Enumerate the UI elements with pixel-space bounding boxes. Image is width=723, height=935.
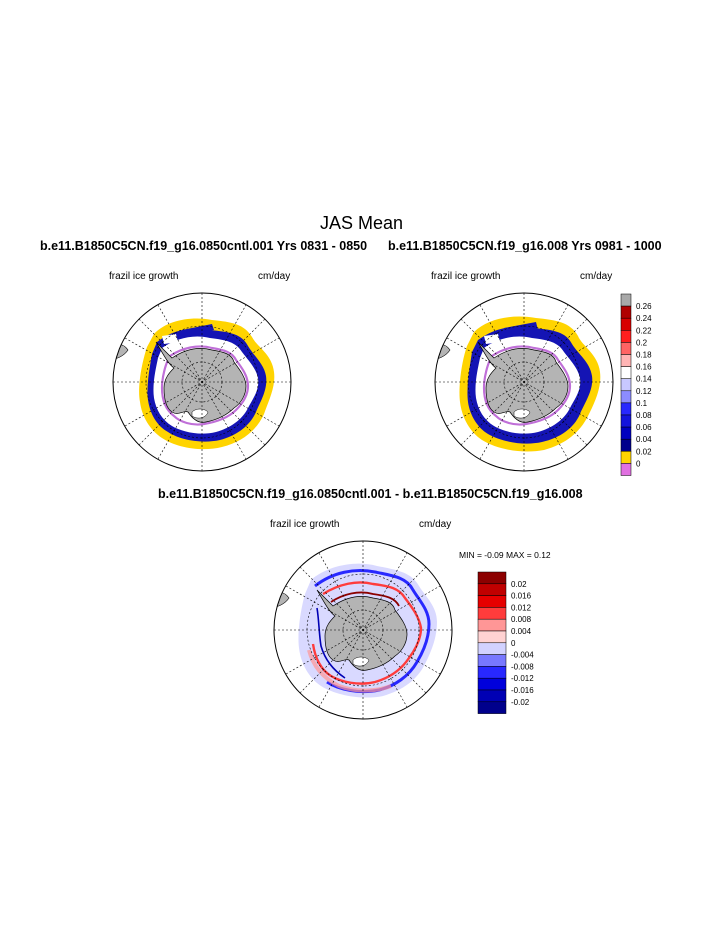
colorbar-diff-tick-label: 0.008	[511, 615, 532, 624]
colorbar-abs-tick-label: 0.22	[636, 326, 652, 335]
colorbar-diff-tick-label: -0.012	[511, 674, 534, 683]
page-title: JAS Mean	[319, 213, 404, 233]
colorbar-diff-swatch	[477, 677, 507, 691]
panel-3-minmax-stats: MIN = -0.09 MAX = 0.12	[459, 550, 551, 560]
colorbar-diff-tick-label: -0.016	[511, 686, 534, 695]
colorbar-abs-swatch	[620, 366, 632, 379]
colorbar-diff-swatch	[477, 571, 507, 585]
colorbar-diff-tick-label: -0.02	[511, 698, 530, 707]
colorbar-abs-tick-label: 0.16	[636, 363, 652, 372]
colorbar-abs: 0.26 0.24 0.22 0.2 0.18 0.16 0.14 0.12 0.1 0.08 0.…	[620, 293, 652, 476]
colorbar-diff: 0.02 0.016 0.012 0.008 0.004 0 -0.004 -0.008 -0.…	[477, 571, 534, 714]
colorbar-abs-swatch	[620, 451, 632, 464]
colorbar-abs-tick-label: 0.24	[636, 314, 652, 323]
colorbar-diff-tick-label: 0.004	[511, 627, 532, 636]
colorbar-diff-tick-label: -0.008	[511, 662, 534, 671]
map-1-graticule	[113, 293, 291, 471]
colorbar-abs-tick-label: 0.2	[636, 338, 648, 347]
colorbar-diff-tick-label: -0.004	[511, 651, 534, 660]
panel-3-field-label: frazil ice growth	[270, 519, 340, 530]
colorbar-abs-swatch	[620, 330, 632, 343]
colorbar-diff-swatch	[477, 618, 507, 632]
colorbar-abs-tick-label: 0.14	[636, 375, 652, 384]
colorbar-diff-swatch	[477, 595, 507, 608]
map-panel-2	[434, 292, 614, 472]
colorbar-abs-tick-label: 0	[636, 459, 641, 468]
colorbar-abs-swatch	[620, 402, 632, 416]
panel-2-title: b.e11.B1850C5CN.f19_g16.008 Yrs 0981 - 1…	[388, 239, 662, 253]
colorbar-diff-tick-label: 0	[511, 639, 516, 648]
panel-1-title: b.e11.B1850C5CN.f19_g16.0850cntl.001 Yrs…	[40, 239, 368, 253]
panel-3-units-label: cm/day	[419, 519, 452, 530]
colorbar-diff-tick-label: 0.02	[511, 580, 527, 589]
colorbar-abs-tick-label: 0.18	[636, 351, 652, 360]
colorbar-abs-tick-label: 0.08	[636, 411, 652, 420]
colorbar-diff-swatch	[477, 642, 507, 655]
colorbar-diff-swatch	[477, 654, 507, 667]
colorbar-diff-swatch	[477, 583, 507, 596]
colorbar-abs-swatch	[620, 293, 632, 307]
panel-1-field-label: frazil ice growth	[109, 271, 179, 282]
colorbar-abs-tick-label: 0.04	[636, 435, 652, 444]
colorbar-abs-tick-label: 0.12	[636, 387, 652, 396]
colorbar-abs-swatch	[620, 414, 632, 428]
colorbar-abs-swatch	[620, 438, 632, 452]
map-2-graticule	[435, 293, 613, 471]
colorbar-diff-swatch	[477, 689, 507, 703]
colorbar-diff-swatch	[477, 666, 507, 679]
colorbar-abs-tick-label: 0.26	[636, 302, 652, 311]
colorbar-abs-swatch	[620, 305, 632, 319]
colorbar-diff-swatch	[477, 630, 507, 644]
colorbar-abs-swatch	[620, 378, 632, 392]
panel-1-units-label: cm/day	[258, 271, 291, 282]
map-panel-1	[112, 292, 292, 472]
colorbar-abs-swatch	[620, 342, 632, 355]
colorbar-abs-tick-label: 0.02	[636, 447, 652, 456]
map-panel-3	[273, 540, 453, 720]
colorbar-abs-swatch	[620, 354, 632, 367]
colorbar-diff-swatch	[477, 607, 507, 620]
colorbar-abs-tick-label: 0.1	[636, 399, 648, 408]
colorbar-abs-swatch	[620, 317, 632, 331]
colorbar-abs-tick-label: 0.06	[636, 423, 652, 432]
colorbar-abs-swatch	[620, 390, 632, 404]
panel-2-units-label: cm/day	[580, 271, 613, 282]
colorbar-diff-tick-label: 0.016	[511, 592, 532, 601]
panel-2-field-label: frazil ice growth	[431, 271, 501, 282]
colorbar-diff-tick-label: 0.012	[511, 603, 532, 612]
colorbar-diff-swatch	[477, 701, 507, 714]
colorbar-abs-swatch	[620, 426, 632, 440]
panel-3-title: b.e11.B1850C5CN.f19_g16.0850cntl.001 - b…	[158, 487, 583, 501]
colorbar-abs-swatch	[620, 463, 632, 476]
map-3-graticule	[274, 541, 452, 719]
